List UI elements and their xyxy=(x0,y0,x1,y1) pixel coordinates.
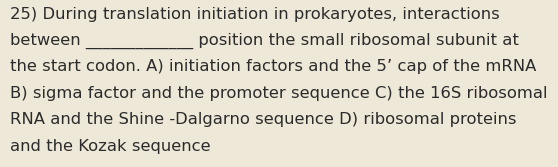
Text: 25) During translation initiation in prokaryotes, interactions: 25) During translation initiation in pro… xyxy=(10,7,500,22)
Text: the start codon. A) initiation factors and the 5’ cap of the mRNA: the start codon. A) initiation factors a… xyxy=(10,59,536,74)
Text: RNA and the Shine -Dalgarno sequence D) ribosomal proteins: RNA and the Shine -Dalgarno sequence D) … xyxy=(10,112,517,127)
Text: and the Kozak sequence: and the Kozak sequence xyxy=(10,139,211,154)
Text: B) sigma factor and the promoter sequence C) the 16S ribosomal: B) sigma factor and the promoter sequenc… xyxy=(10,86,547,101)
Text: between _____________ position the small ribosomal subunit at: between _____________ position the small… xyxy=(10,33,519,49)
